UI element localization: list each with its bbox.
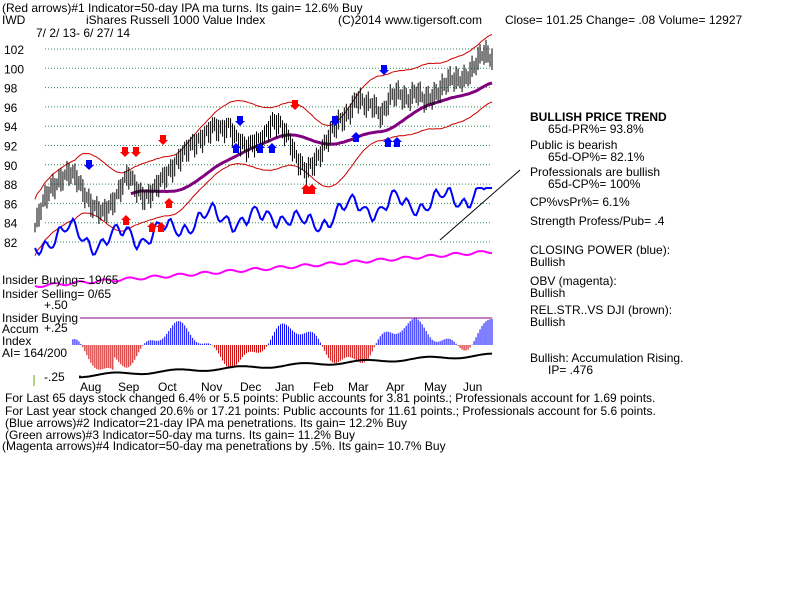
blue-arrow-up-icon bbox=[267, 143, 277, 153]
label-plus25: +.25 bbox=[44, 321, 68, 335]
header-line1: (Red arrows)#1 Indicator=50-day IPA ma t… bbox=[2, 1, 363, 15]
insider-buying: Insider Buying= 19/65 bbox=[2, 273, 119, 287]
cp-value: 65d-CP%= 100% bbox=[548, 177, 641, 191]
trend-title: BULLISH PRICE TREND bbox=[530, 110, 667, 124]
ticker: IWD bbox=[2, 13, 26, 27]
y-tick-96: 96 bbox=[4, 101, 18, 115]
y-tick-88: 88 bbox=[4, 178, 18, 192]
obv-status: Bullish bbox=[530, 286, 565, 300]
relstr-path bbox=[79, 352, 493, 379]
blue-arrow-down-icon bbox=[330, 116, 340, 126]
red-arrow-up-icon bbox=[147, 222, 157, 232]
gridlines bbox=[45, 48, 492, 243]
y-tick-98: 98 bbox=[4, 82, 18, 96]
strength: Strength Profess/Pub= .4 bbox=[530, 214, 665, 228]
obv-line bbox=[34, 250, 493, 288]
x-tick-nov: Nov bbox=[201, 380, 222, 394]
red-arrow-down-icon bbox=[290, 100, 300, 110]
obv-label: OBV (magenta): bbox=[530, 274, 617, 288]
x-tick-mar: Mar bbox=[348, 380, 369, 394]
footer-line-3: (Blue arrows)#2 Indicator=21-day IPA ma … bbox=[5, 416, 407, 430]
closing-power-path bbox=[34, 186, 492, 257]
footer-line-2: For Last year stock changed 20.6% or 17.… bbox=[5, 404, 656, 418]
pr-value: 65d-PR%= 93.8% bbox=[548, 122, 644, 136]
upper-band bbox=[34, 34, 493, 200]
blue-arrow-up-icon bbox=[231, 143, 241, 153]
relstr-line bbox=[79, 352, 493, 379]
x-tick-oct: Oct bbox=[158, 380, 177, 394]
quote: Close= 101.25 Change= .08 Volume= 12927 bbox=[505, 13, 743, 27]
blue-arrow-up-icon bbox=[383, 137, 393, 147]
blue-arrow-up-icon bbox=[351, 132, 361, 142]
red-arrow-up-icon bbox=[307, 184, 317, 194]
insider-selling: Insider Selling= 0/65 bbox=[2, 287, 111, 301]
cpvspr: CP%vsPr%= 6.1% bbox=[530, 195, 630, 209]
price-bands bbox=[34, 34, 493, 256]
x-tick-jan: Jan bbox=[275, 380, 294, 394]
label-ai: AI= 164/200 bbox=[2, 346, 67, 360]
red-arrow-up-icon bbox=[301, 184, 311, 194]
red-arrow-down-icon bbox=[131, 147, 141, 157]
y-tick-94: 94 bbox=[4, 120, 18, 134]
y-tick-84: 84 bbox=[4, 217, 18, 231]
label-index: Index bbox=[2, 334, 31, 348]
copyright: (C)2014 www.tigersoft.com bbox=[338, 13, 482, 27]
y-tick-82: 82 bbox=[4, 236, 18, 250]
red-arrow-up-icon bbox=[164, 198, 174, 208]
y-tick-102: 102 bbox=[4, 43, 24, 57]
x-tick-aug: Aug bbox=[80, 380, 101, 394]
insider-buying-2: Insider Buying bbox=[2, 311, 78, 325]
x-axis: Aug Sep Oct Nov Dec Jan Feb Mar Apr May Jun bbox=[80, 380, 482, 394]
x-tick-may: May bbox=[424, 380, 447, 394]
label-minus25: -.25 bbox=[44, 370, 65, 384]
y-tick-90: 90 bbox=[4, 159, 18, 173]
lower-band bbox=[34, 101, 493, 256]
fund-name: iShares Russell 1000 Value Index bbox=[86, 13, 265, 27]
blue-arrow-up-icon bbox=[255, 143, 265, 153]
red-arrow-up-icon bbox=[121, 215, 131, 225]
label-plus50: +.50 bbox=[44, 298, 68, 312]
red-arrow-up-icon bbox=[156, 222, 166, 232]
public-label: Public is bearish bbox=[530, 138, 617, 152]
accum-bars bbox=[72, 318, 493, 370]
x-tick-apr: Apr bbox=[386, 380, 405, 394]
signal-arrows bbox=[84, 65, 402, 232]
x-tick-dec: Dec bbox=[240, 380, 261, 394]
label-accum: Accum bbox=[2, 322, 39, 336]
footer-line-4: (Green arrows)#3 Indicator=50-day ma tur… bbox=[5, 428, 355, 442]
ip-value: IP= .476 bbox=[548, 363, 593, 377]
footer-line-5: (Magenta arrows)#4 Indicator=50-day ma p… bbox=[2, 439, 446, 453]
red-arrow-down-icon bbox=[120, 147, 130, 157]
x-tick-sep: Sep bbox=[118, 380, 140, 394]
x-tick-jun: Jun bbox=[463, 380, 482, 394]
blue-arrow-down-icon bbox=[84, 160, 94, 170]
x-tick-feb: Feb bbox=[313, 380, 334, 394]
pros-label: Professionals are bullish bbox=[530, 165, 660, 179]
op-value: 65d-OP%= 82.1% bbox=[548, 150, 645, 164]
relstr-label: REL.STR..VS DJI (brown): bbox=[530, 303, 672, 317]
y-tick-92: 92 bbox=[4, 140, 18, 154]
blue-arrow-down-icon bbox=[235, 116, 245, 126]
relstr-status: Bullish bbox=[530, 315, 565, 329]
blue-arrow-down-icon bbox=[379, 65, 389, 75]
obv-path bbox=[34, 250, 493, 288]
accum-status: Bullish: Accumulation Rising. bbox=[530, 351, 683, 365]
y-tick-86: 86 bbox=[4, 197, 18, 211]
y-tick-100: 100 bbox=[4, 62, 24, 76]
date-range: 7/ 2/ 13- 6/ 27/ 14 bbox=[36, 26, 130, 40]
price-bars bbox=[34, 39, 493, 233]
red-arrow-down-icon bbox=[158, 135, 168, 145]
y-axis: 82 84 86 88 90 92 94 96 98 100 102 bbox=[4, 43, 24, 250]
blue-arrow-up-icon bbox=[392, 137, 402, 147]
trendline bbox=[439, 169, 521, 241]
closing-power-line bbox=[34, 186, 492, 257]
closing-power-label: CLOSING POWER (blue): bbox=[530, 243, 670, 257]
closing-power-status: Bullish bbox=[530, 255, 565, 269]
footer-line-1: For Last 65 days stock changed 6.4% or 5… bbox=[5, 391, 655, 405]
